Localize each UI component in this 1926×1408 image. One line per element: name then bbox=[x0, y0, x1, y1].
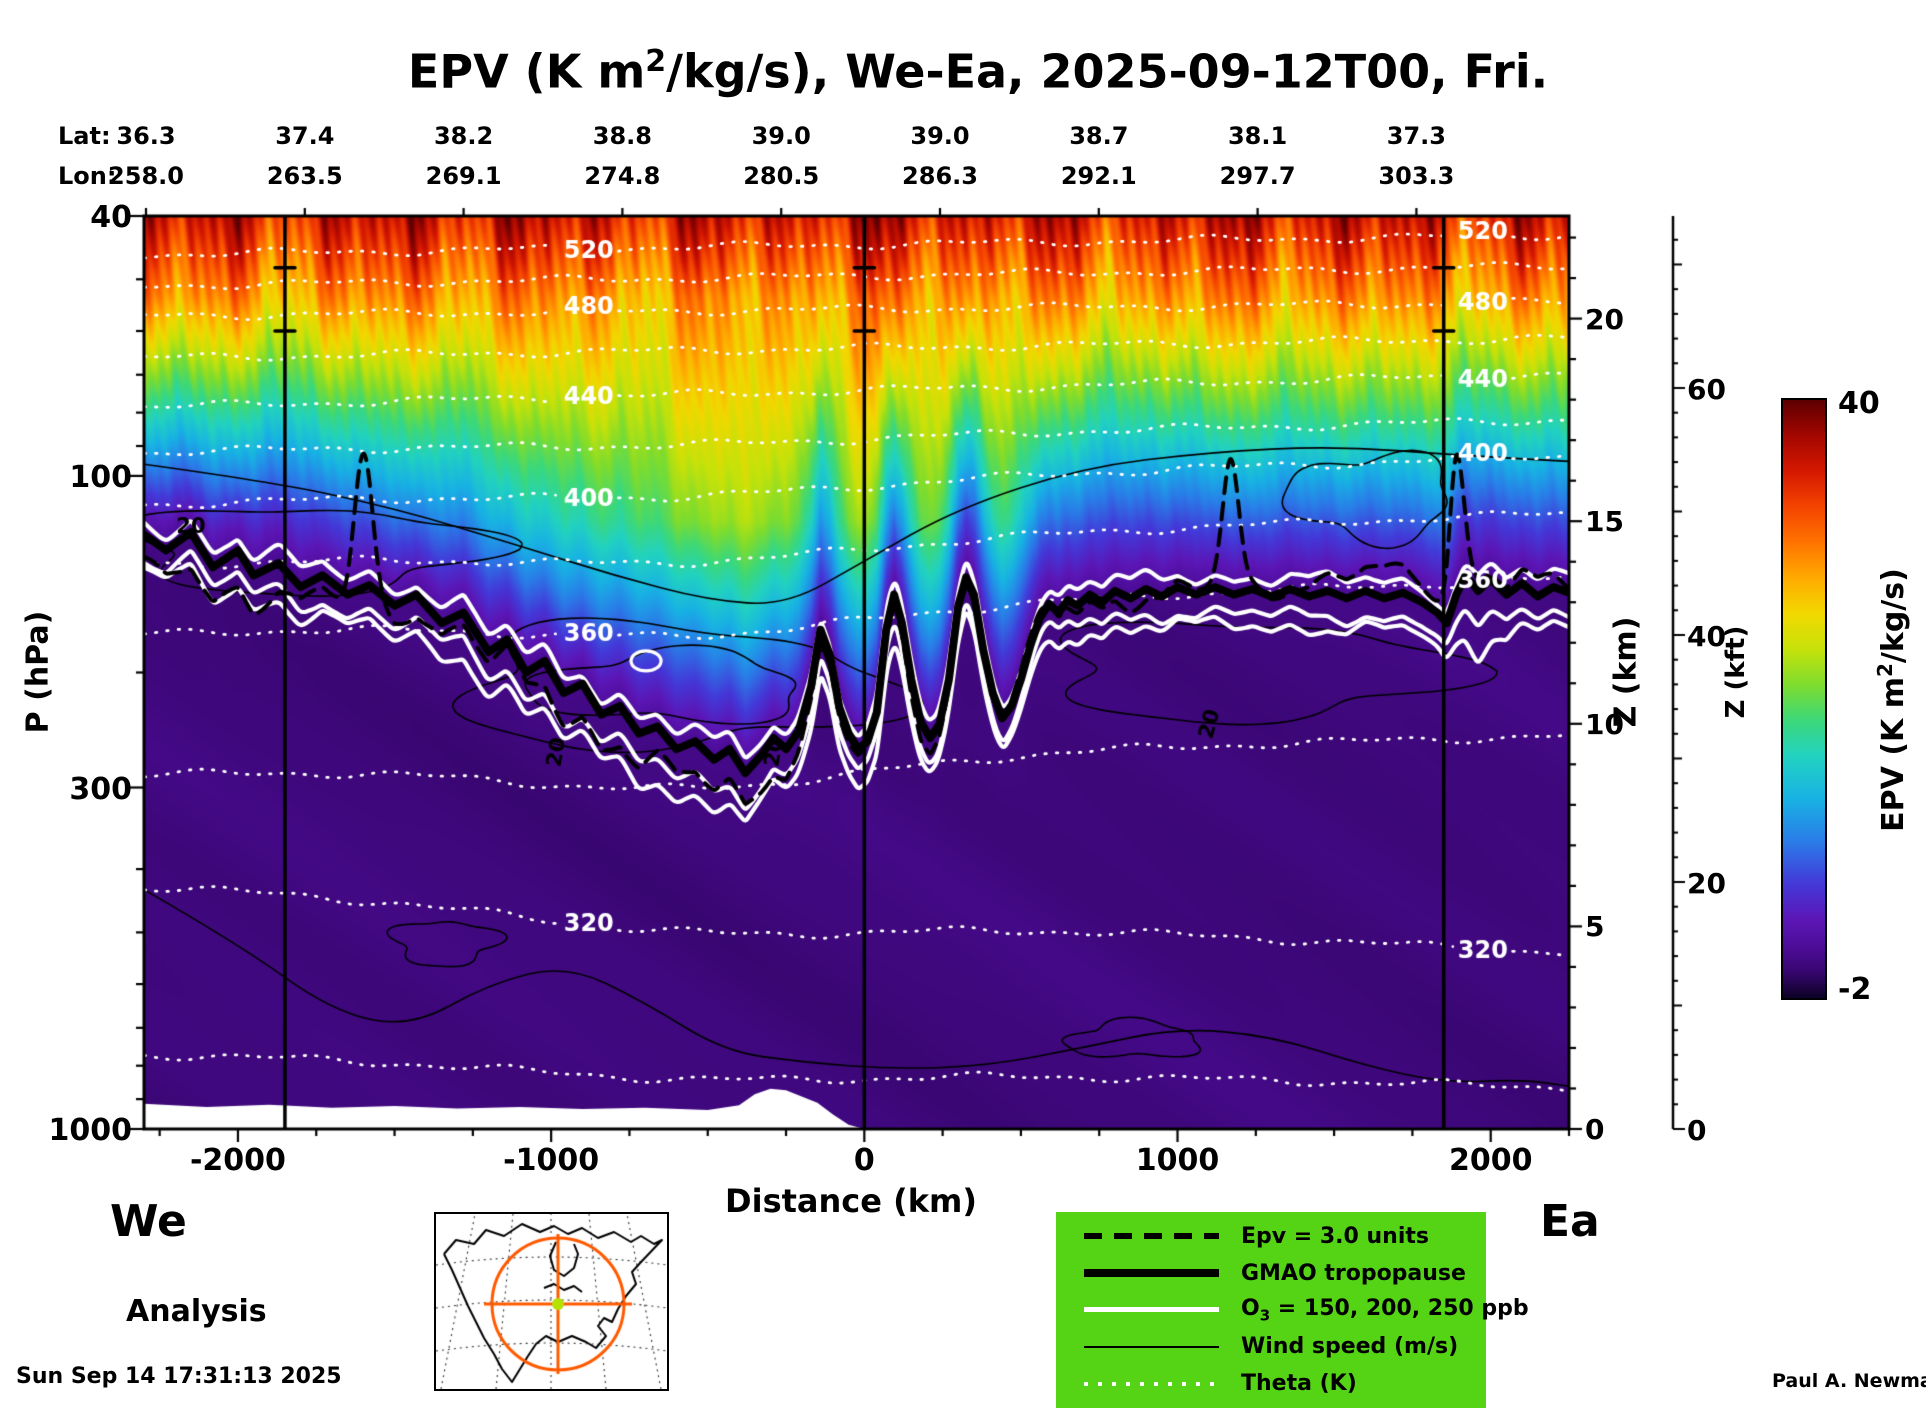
pressure-tick-label: 100 bbox=[69, 459, 132, 495]
lat-value: 37.4 bbox=[275, 122, 335, 150]
white-line-sample bbox=[1084, 1307, 1219, 1313]
map-inset-canvas bbox=[434, 1212, 669, 1391]
lon-value: 280.5 bbox=[743, 162, 820, 190]
figure-title: EPV (K m2/kg/s), We-Ea, 2025-09-12T00, F… bbox=[408, 44, 1548, 98]
legend-item-tropopause: GMAO tropopause bbox=[1056, 1256, 1486, 1290]
z-kft-tick-label: 40 bbox=[1687, 619, 1726, 653]
thin-line-sample bbox=[1084, 1345, 1219, 1348]
pressure-tick-label: 1000 bbox=[48, 1113, 133, 1148]
z-kft-tick-label: 60 bbox=[1687, 372, 1726, 406]
z-kft-tick-label: 20 bbox=[1687, 866, 1726, 900]
lon-value: 274.8 bbox=[584, 162, 661, 190]
distance-tick-label: 1000 bbox=[1135, 1143, 1220, 1178]
lon-value: 297.7 bbox=[1219, 162, 1296, 190]
lat-value: 38.1 bbox=[1227, 122, 1288, 150]
lon-value: 292.1 bbox=[1060, 162, 1137, 190]
pressure-tick-label: 300 bbox=[69, 771, 132, 807]
z-km-tick-label: 5 bbox=[1585, 910, 1605, 944]
ozone-label-pre: O bbox=[1241, 1295, 1260, 1321]
legend-label-ozone: O3 = 150, 200, 250 ppb bbox=[1241, 1296, 1529, 1324]
legend-label-theta: Theta (K) bbox=[1241, 1371, 1357, 1397]
lon-value: 258.0 bbox=[108, 162, 184, 190]
legend-item-wind: Wind speed (m/s) bbox=[1056, 1330, 1486, 1364]
analysis-label: Analysis bbox=[126, 1294, 267, 1329]
lat-value: 37.3 bbox=[1386, 122, 1446, 150]
dashed-line-sample bbox=[1084, 1233, 1219, 1240]
lon-value: 269.1 bbox=[425, 162, 502, 190]
pressure-axis-label: P (hPa) bbox=[20, 610, 56, 734]
legend-item-epv: Epv = 3.0 units bbox=[1056, 1219, 1486, 1253]
distance-tick-label: -2000 bbox=[189, 1143, 286, 1178]
title-post: /kg/s), We-Ea, 2025-09-12T00, Fri. bbox=[666, 44, 1549, 99]
distance-tick-label: 2000 bbox=[1448, 1143, 1533, 1178]
legend-label-epv: Epv = 3.0 units bbox=[1241, 1223, 1429, 1249]
lat-value: 36.3 bbox=[116, 122, 176, 150]
z-km-tick-label: 0 bbox=[1585, 1113, 1605, 1146]
thick-line-sample bbox=[1084, 1269, 1219, 1278]
distance-tick-label: -1000 bbox=[503, 1143, 600, 1178]
pressure-tick-label: 40 bbox=[90, 200, 132, 235]
legend-item-ozone: O3 = 150, 200, 250 ppb bbox=[1056, 1293, 1529, 1327]
colorbar-title: EPV (K m2/kg/s) bbox=[1873, 568, 1911, 832]
title-pre: EPV (K m bbox=[407, 44, 646, 99]
legend-label-wind: Wind speed (m/s) bbox=[1241, 1334, 1459, 1360]
z-km-tick-label: 20 bbox=[1585, 302, 1624, 336]
legend-item-theta: Theta (K) bbox=[1056, 1367, 1486, 1401]
z-km-tick-label: 10 bbox=[1585, 707, 1624, 741]
ozone-label-post: = 150, 200, 250 ppb bbox=[1270, 1295, 1529, 1321]
colorbar-title-post: /kg/s) bbox=[1876, 568, 1911, 664]
legend: Epv = 3.0 units GMAO tropopause O3 = 150… bbox=[1056, 1212, 1529, 1408]
lat-value: 38.2 bbox=[433, 122, 494, 150]
lat-value: 38.7 bbox=[1069, 122, 1129, 150]
lon-value: 263.5 bbox=[266, 162, 343, 190]
epv-cross-section-canvas bbox=[80, 190, 1720, 1200]
lat-value: 39.0 bbox=[751, 122, 811, 150]
lat-value: 39.0 bbox=[910, 122, 970, 150]
z-kft-tick-label: 0 bbox=[1687, 1114, 1707, 1147]
credit: Paul A. Newman (NASA bbox=[1772, 1370, 1926, 1392]
legend-label-tropopause: GMAO tropopause bbox=[1241, 1260, 1466, 1286]
lon-value: 286.3 bbox=[902, 162, 978, 190]
dotted-line-sample bbox=[1084, 1381, 1219, 1386]
distance-axis-label: Distance (km) bbox=[725, 1182, 977, 1220]
section-end-label: Ea bbox=[1540, 1196, 1600, 1247]
timestamp: Sun Sep 14 17:31:13 2025 bbox=[16, 1364, 342, 1389]
title-superscript: 2 bbox=[645, 44, 667, 79]
lat-axis-label: Lat: bbox=[58, 122, 111, 150]
lon-axis-label: Lon: bbox=[58, 162, 117, 190]
colorbar-title-superscript: 2 bbox=[1873, 663, 1897, 678]
distance-tick-label: 0 bbox=[853, 1143, 875, 1178]
colorbar-min-label: -2 bbox=[1838, 972, 1872, 1007]
ozone-label-subscript: 3 bbox=[1259, 1306, 1271, 1325]
section-start-label: We bbox=[110, 1196, 187, 1247]
z-km-tick-label: 15 bbox=[1585, 505, 1624, 539]
colorbar-title-pre: EPV (K m bbox=[1876, 677, 1911, 832]
colorbar-max-label: 40 bbox=[1838, 386, 1880, 421]
lon-value: 303.3 bbox=[1378, 162, 1455, 190]
colorbar bbox=[1781, 398, 1827, 1000]
lat-value: 38.8 bbox=[592, 122, 652, 150]
